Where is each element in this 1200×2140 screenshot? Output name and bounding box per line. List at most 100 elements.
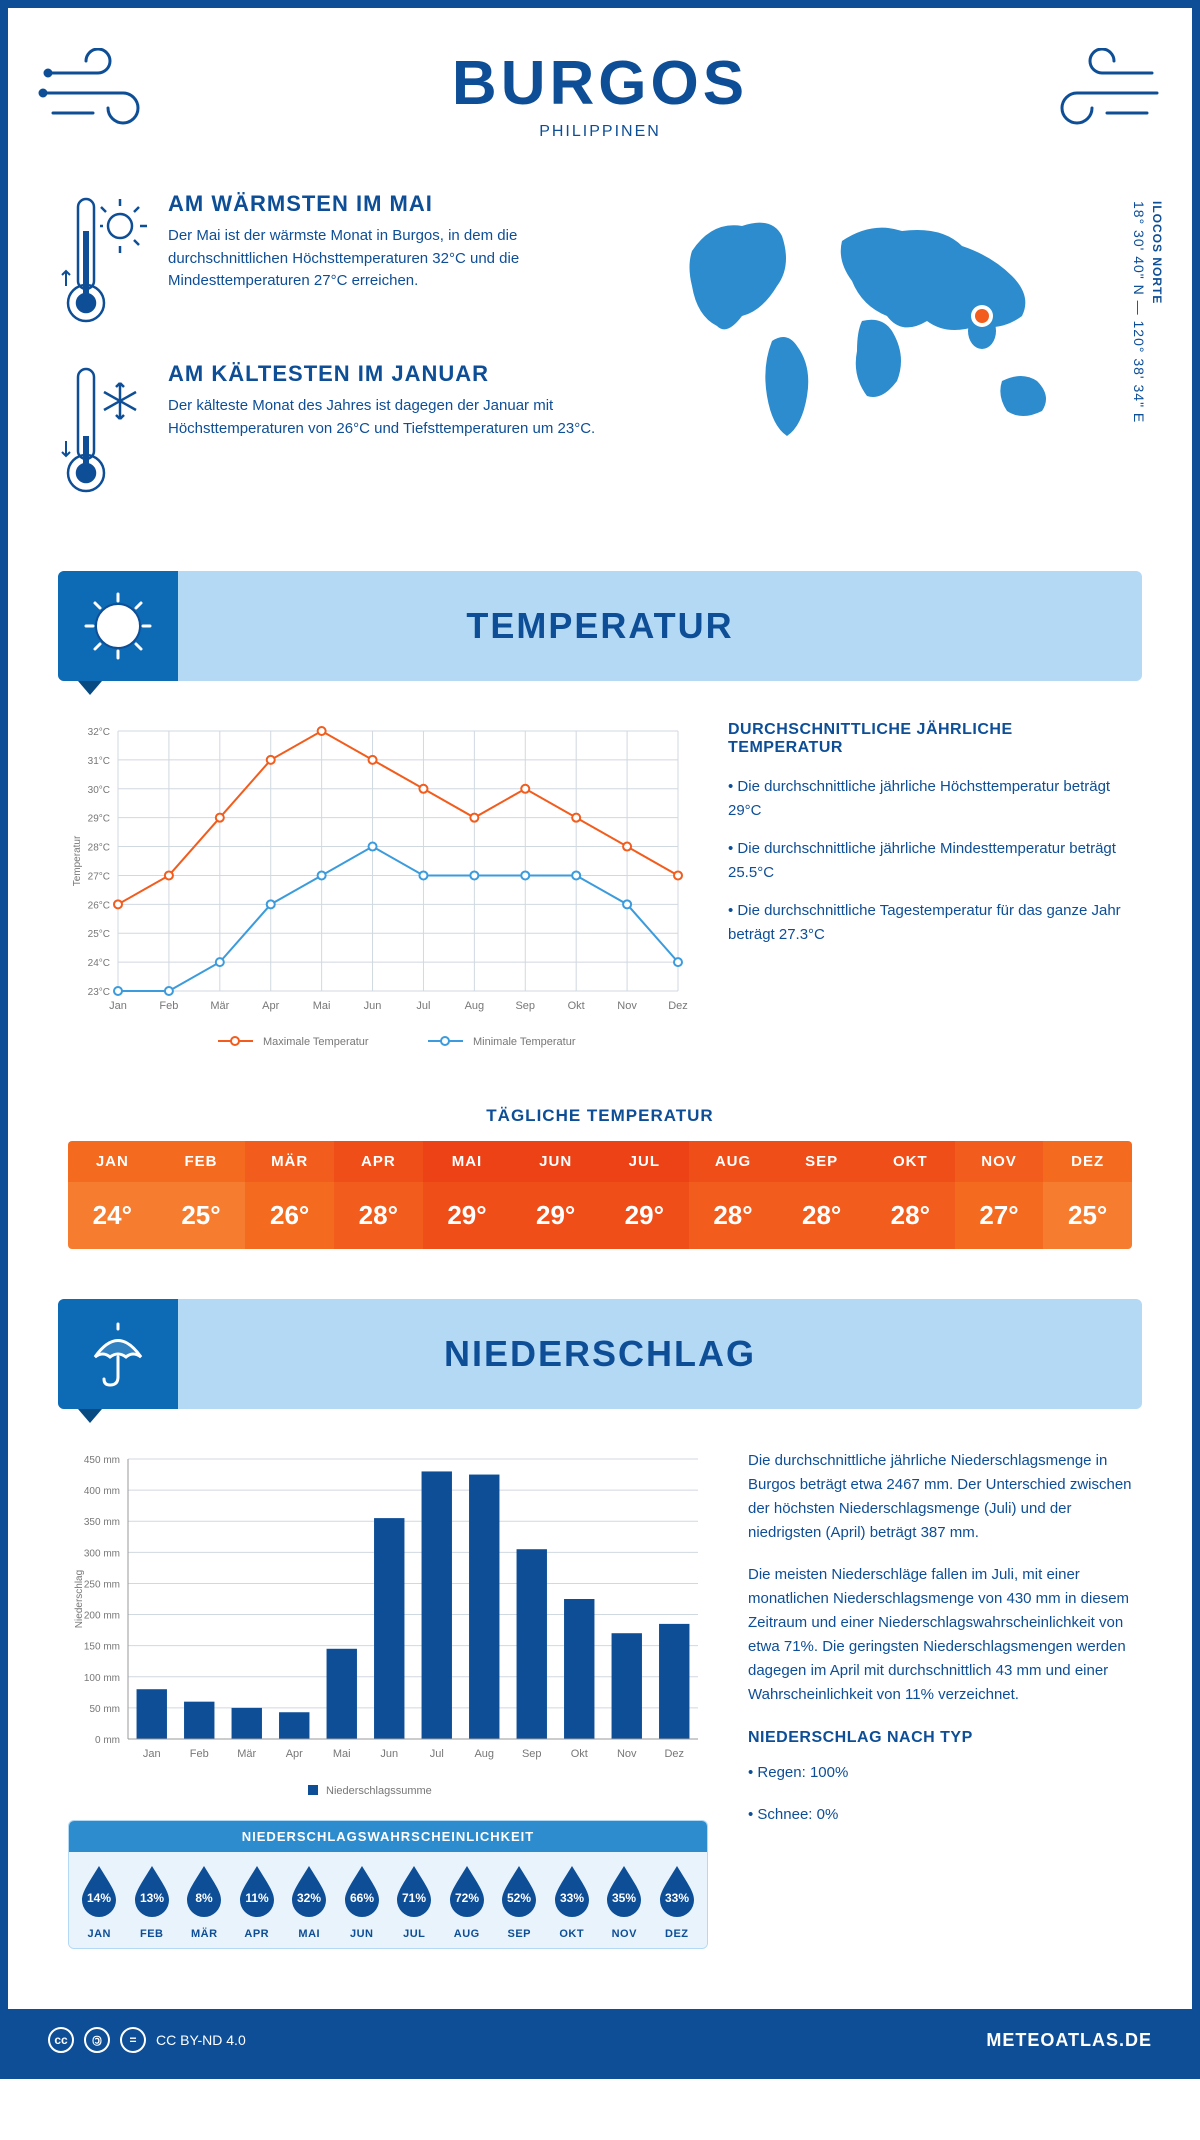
daily-value: 28° xyxy=(334,1182,423,1249)
thermometer-cold-icon xyxy=(58,361,148,501)
precipitation-heading: NIEDERSCHLAG xyxy=(178,1333,1142,1375)
coldest-text: Der kälteste Monat des Jahres ist dagege… xyxy=(168,395,632,440)
temperature-info: DURCHSCHNITTLICHE JÄHRLICHE TEMPERATUR •… xyxy=(728,721,1132,1066)
svg-text:Feb: Feb xyxy=(190,1748,209,1760)
svg-text:Okt: Okt xyxy=(571,1748,588,1760)
svg-text:300 mm: 300 mm xyxy=(84,1548,120,1559)
svg-text:32%: 32% xyxy=(297,1891,321,1905)
daily-month: NOV xyxy=(955,1141,1044,1182)
daily-month: JUL xyxy=(600,1141,689,1182)
probability-drop: 72%AUG xyxy=(441,1862,494,1940)
precip-text: Die durchschnittliche jährliche Niedersc… xyxy=(748,1449,1132,1545)
temp-bullet: • Die durchschnittliche jährliche Mindes… xyxy=(728,837,1132,885)
daily-temp-title: TÄGLICHE TEMPERATUR xyxy=(8,1106,1192,1126)
facts-section: AM WÄRMSTEN IM MAI Der Mai ist der wärms… xyxy=(8,171,1192,571)
svg-text:Mai: Mai xyxy=(333,1748,351,1760)
nd-icon: = xyxy=(120,2027,146,2053)
svg-text:Jun: Jun xyxy=(364,1000,382,1012)
probability-title: NIEDERSCHLAGSWAHRSCHEINLICHKEIT xyxy=(69,1821,707,1852)
probability-drop: 14%JAN xyxy=(73,1862,126,1940)
svg-text:150 mm: 150 mm xyxy=(84,1642,120,1653)
svg-text:200 mm: 200 mm xyxy=(84,1611,120,1622)
daily-value: 27° xyxy=(955,1182,1044,1249)
probability-drop: 32%MAI xyxy=(283,1862,336,1940)
svg-text:Nov: Nov xyxy=(617,1748,637,1760)
warmest-text: Der Mai ist der wärmste Monat in Burgos,… xyxy=(168,225,632,293)
svg-text:30°C: 30°C xyxy=(88,785,110,796)
daily-value: 28° xyxy=(777,1182,866,1249)
svg-text:27°C: 27°C xyxy=(88,871,110,882)
precip-text: Die meisten Niederschläge fallen im Juli… xyxy=(748,1563,1132,1707)
probability-drop: 52%SEP xyxy=(493,1862,546,1940)
daily-month: JUN xyxy=(511,1141,600,1182)
svg-text:26°C: 26°C xyxy=(88,900,110,911)
svg-text:Feb: Feb xyxy=(159,1000,178,1012)
warmest-title: AM WÄRMSTEN IM MAI xyxy=(168,191,632,217)
daily-value: 26° xyxy=(245,1182,334,1249)
footer: cc 🄯 = CC BY-ND 4.0 METEOATLAS.DE xyxy=(8,2009,1192,2071)
svg-text:Jan: Jan xyxy=(143,1748,161,1760)
svg-text:33%: 33% xyxy=(665,1891,689,1905)
city-title: BURGOS xyxy=(48,48,1152,119)
daily-month: AUG xyxy=(689,1141,778,1182)
svg-text:250 mm: 250 mm xyxy=(84,1579,120,1590)
by-icon: 🄯 xyxy=(84,2027,110,2053)
svg-text:Mär: Mär xyxy=(210,1000,229,1012)
daily-value: 25° xyxy=(157,1182,246,1249)
thermometer-hot-icon xyxy=(58,191,148,331)
svg-text:Aug: Aug xyxy=(474,1748,494,1760)
svg-text:Jan: Jan xyxy=(109,1000,127,1012)
svg-text:400 mm: 400 mm xyxy=(84,1486,120,1497)
temp-info-title: DURCHSCHNITTLICHE JÄHRLICHE TEMPERATUR xyxy=(728,721,1132,757)
precip-type-title: NIEDERSCHLAG NACH TYP xyxy=(748,1725,1132,1751)
daily-value: 29° xyxy=(600,1182,689,1249)
precip-type: • Regen: 100% xyxy=(748,1761,1132,1785)
temperature-banner: TEMPERATUR xyxy=(58,571,1142,681)
svg-text:32°C: 32°C xyxy=(88,727,110,738)
svg-text:35%: 35% xyxy=(612,1891,636,1905)
region-label: ILOCOS NORTE xyxy=(1150,201,1164,304)
daily-value: 29° xyxy=(423,1182,512,1249)
svg-text:Dez: Dez xyxy=(664,1748,684,1760)
svg-text:52%: 52% xyxy=(507,1891,531,1905)
daily-month: SEP xyxy=(777,1141,866,1182)
svg-text:Aug: Aug xyxy=(465,1000,485,1012)
precipitation-banner: NIEDERSCHLAG xyxy=(58,1299,1142,1409)
daily-value: 25° xyxy=(1043,1182,1132,1249)
probability-drop: 11%APR xyxy=(231,1862,284,1940)
daily-month: APR xyxy=(334,1141,423,1182)
svg-text:Apr: Apr xyxy=(262,1000,279,1012)
daily-month: MAI xyxy=(423,1141,512,1182)
infographic-page: BURGOS PHILIPPINEN AM WÄ xyxy=(0,0,1200,2079)
svg-text:13%: 13% xyxy=(140,1891,164,1905)
map-box: ILOCOS NORTE 18° 30' 40" N — 120° 38' 34… xyxy=(662,191,1142,531)
svg-text:Sep: Sep xyxy=(515,1000,535,1012)
daily-value: 29° xyxy=(511,1182,600,1249)
svg-text:Jul: Jul xyxy=(416,1000,430,1012)
country-subtitle: PHILIPPINEN xyxy=(48,123,1152,141)
temperature-heading: TEMPERATUR xyxy=(178,605,1142,647)
daily-value: 24° xyxy=(68,1182,157,1249)
svg-text:Apr: Apr xyxy=(286,1748,303,1760)
probability-drop: 71%JUL xyxy=(388,1862,441,1940)
warmest-fact: AM WÄRMSTEN IM MAI Der Mai ist der wärms… xyxy=(58,191,632,331)
svg-text:100 mm: 100 mm xyxy=(84,1673,120,1684)
svg-text:14%: 14% xyxy=(87,1891,111,1905)
precip-type: • Schnee: 0% xyxy=(748,1803,1132,1827)
sun-icon xyxy=(83,591,153,661)
site-label: METEOATLAS.DE xyxy=(986,2030,1152,2051)
daily-temp-table: JANFEBMÄRAPRMAIJUNJULAUGSEPOKTNOVDEZ24°2… xyxy=(68,1141,1132,1249)
license-label: CC BY-ND 4.0 xyxy=(156,2032,246,2048)
probability-drop: 35%NOV xyxy=(598,1862,651,1940)
svg-text:Jun: Jun xyxy=(380,1748,398,1760)
svg-text:28°C: 28°C xyxy=(88,843,110,854)
temp-bullet: • Die durchschnittliche jährliche Höchst… xyxy=(728,775,1132,823)
precipitation-chart: 0 mm50 mm100 mm150 mm200 mm250 mm300 mm3… xyxy=(68,1449,708,1810)
svg-text:23°C: 23°C xyxy=(88,987,110,998)
svg-text:66%: 66% xyxy=(350,1891,374,1905)
daily-month: OKT xyxy=(866,1141,955,1182)
svg-text:Okt: Okt xyxy=(568,1000,585,1012)
svg-text:25°C: 25°C xyxy=(88,929,110,940)
svg-text:72%: 72% xyxy=(455,1891,479,1905)
temp-bullet: • Die durchschnittliche Tagestemperatur … xyxy=(728,899,1132,947)
